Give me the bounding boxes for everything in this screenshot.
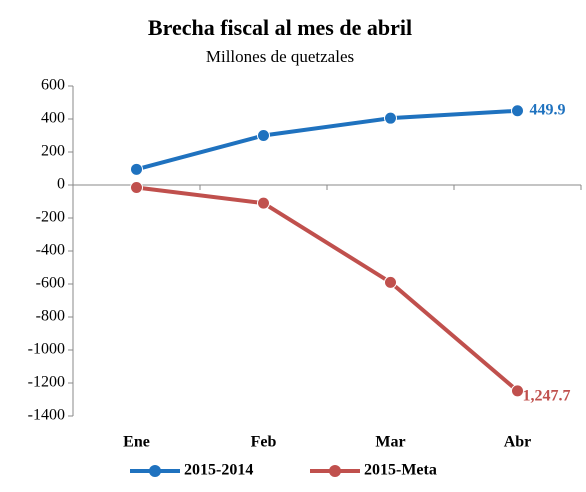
line	[135, 108, 518, 172]
value-label: 1,247.7	[523, 388, 571, 405]
y-tick-label: -1400	[28, 407, 65, 424]
y-tick-label: 200	[41, 143, 65, 160]
y-tick-label: 400	[41, 110, 65, 127]
y-tick-label: -200	[36, 209, 65, 226]
point	[384, 275, 397, 289]
y-tick-label: 0	[57, 176, 65, 193]
y-tick-label: -1000	[28, 341, 65, 358]
x-tick-label: Ene	[123, 434, 150, 451]
point	[257, 196, 270, 210]
legend-label: 2015-Meta	[364, 462, 437, 479]
point	[130, 180, 143, 194]
y-tick-label: 600	[41, 77, 65, 94]
chart-title: Brecha fiscal al mes de abril	[148, 15, 412, 40]
point	[511, 384, 524, 398]
y-tick-label: -1200	[28, 374, 65, 391]
legend-marker	[329, 465, 341, 477]
x-tick-label: Feb	[251, 434, 277, 451]
point	[511, 104, 524, 118]
y-tick-label: -600	[36, 275, 65, 292]
y-tick-label: -800	[36, 308, 65, 325]
legend-label: 2015-2014	[184, 462, 253, 479]
y-tick-label: -400	[36, 242, 65, 259]
x-tick-label: Abr	[504, 434, 532, 451]
legend-marker	[149, 465, 161, 477]
chart-subtitle: Millones de quetzales	[206, 47, 354, 66]
value-label: 449.9	[530, 101, 566, 118]
point	[384, 111, 397, 125]
point	[130, 162, 143, 176]
point	[257, 129, 270, 142]
x-tick-label: Mar	[375, 434, 405, 451]
line	[136, 185, 519, 393]
